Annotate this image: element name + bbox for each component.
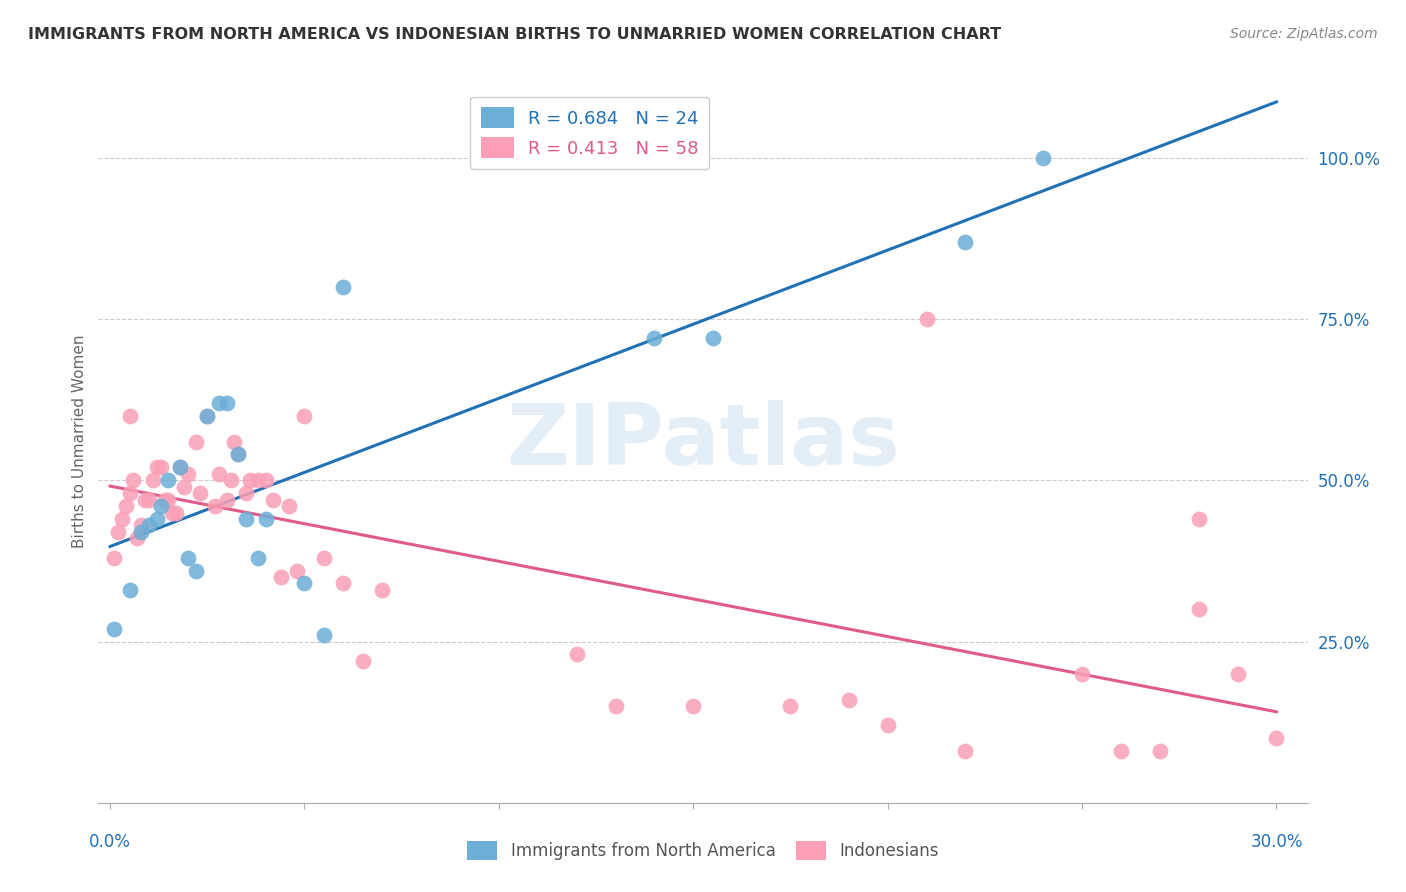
- Point: [127, 531, 149, 545]
- Point: [219, 473, 242, 487]
- Point: [114, 499, 136, 513]
- Point: [235, 512, 257, 526]
- Point: [277, 499, 299, 513]
- Point: [122, 473, 145, 487]
- Point: [1109, 744, 1132, 758]
- Point: [177, 467, 200, 481]
- Point: [129, 518, 152, 533]
- Point: [228, 447, 250, 461]
- Y-axis label: Births to Unmarried Women: Births to Unmarried Women: [72, 334, 87, 549]
- Point: [643, 331, 665, 345]
- Point: [177, 550, 200, 565]
- Text: 0.0%: 0.0%: [89, 833, 131, 851]
- Point: [118, 582, 141, 597]
- Point: [184, 434, 207, 449]
- Point: [332, 576, 354, 591]
- Point: [565, 648, 588, 662]
- Point: [955, 744, 977, 758]
- Point: [1149, 744, 1171, 758]
- Point: [1188, 512, 1211, 526]
- Point: [138, 518, 160, 533]
- Text: IMMIGRANTS FROM NORTH AMERICA VS INDONESIAN BIRTHS TO UNMARRIED WOMEN CORRELATIO: IMMIGRANTS FROM NORTH AMERICA VS INDONES…: [28, 27, 1001, 42]
- Point: [224, 434, 246, 449]
- Point: [195, 409, 218, 423]
- Point: [162, 506, 184, 520]
- Point: [246, 550, 269, 565]
- Point: [184, 564, 207, 578]
- Point: [239, 473, 262, 487]
- Point: [254, 473, 277, 487]
- Point: [371, 582, 394, 597]
- Point: [270, 570, 292, 584]
- Point: [145, 512, 167, 526]
- Point: [1188, 602, 1211, 616]
- Point: [188, 486, 211, 500]
- Point: [142, 473, 165, 487]
- Point: [149, 499, 172, 513]
- Point: [118, 409, 141, 423]
- Point: [129, 524, 152, 539]
- Point: [294, 409, 316, 423]
- Point: [285, 564, 308, 578]
- Point: [228, 447, 250, 461]
- Point: [1226, 666, 1249, 681]
- Point: [169, 460, 191, 475]
- Text: 30.0%: 30.0%: [1250, 833, 1303, 851]
- Point: [103, 622, 125, 636]
- Text: Source: ZipAtlas.com: Source: ZipAtlas.com: [1230, 27, 1378, 41]
- Point: [103, 550, 125, 565]
- Point: [111, 512, 134, 526]
- Point: [157, 492, 180, 507]
- Point: [195, 409, 218, 423]
- Legend: Immigrants from North America, Indonesians: Immigrants from North America, Indonesia…: [461, 834, 945, 867]
- Point: [955, 235, 977, 249]
- Point: [169, 460, 191, 475]
- Point: [1265, 731, 1288, 746]
- Point: [118, 486, 141, 500]
- Point: [312, 550, 335, 565]
- Point: [838, 692, 860, 706]
- Point: [294, 576, 316, 591]
- Point: [702, 331, 724, 345]
- Text: ZIPatlas: ZIPatlas: [506, 400, 900, 483]
- Point: [779, 699, 801, 714]
- Point: [682, 699, 704, 714]
- Point: [107, 524, 129, 539]
- Point: [876, 718, 898, 732]
- Point: [1071, 666, 1094, 681]
- Point: [235, 486, 257, 500]
- Point: [165, 506, 187, 520]
- Point: [215, 492, 238, 507]
- Point: [605, 699, 627, 714]
- Point: [149, 460, 172, 475]
- Point: [215, 396, 238, 410]
- Point: [352, 654, 374, 668]
- Point: [312, 628, 335, 642]
- Point: [145, 460, 167, 475]
- Point: [153, 492, 176, 507]
- Point: [208, 396, 231, 410]
- Point: [254, 512, 277, 526]
- Point: [204, 499, 226, 513]
- Point: [1032, 151, 1054, 165]
- Point: [208, 467, 231, 481]
- Point: [138, 492, 160, 507]
- Point: [262, 492, 284, 507]
- Point: [173, 480, 195, 494]
- Point: [134, 492, 156, 507]
- Point: [246, 473, 269, 487]
- Point: [332, 279, 354, 293]
- Point: [157, 473, 180, 487]
- Point: [915, 312, 938, 326]
